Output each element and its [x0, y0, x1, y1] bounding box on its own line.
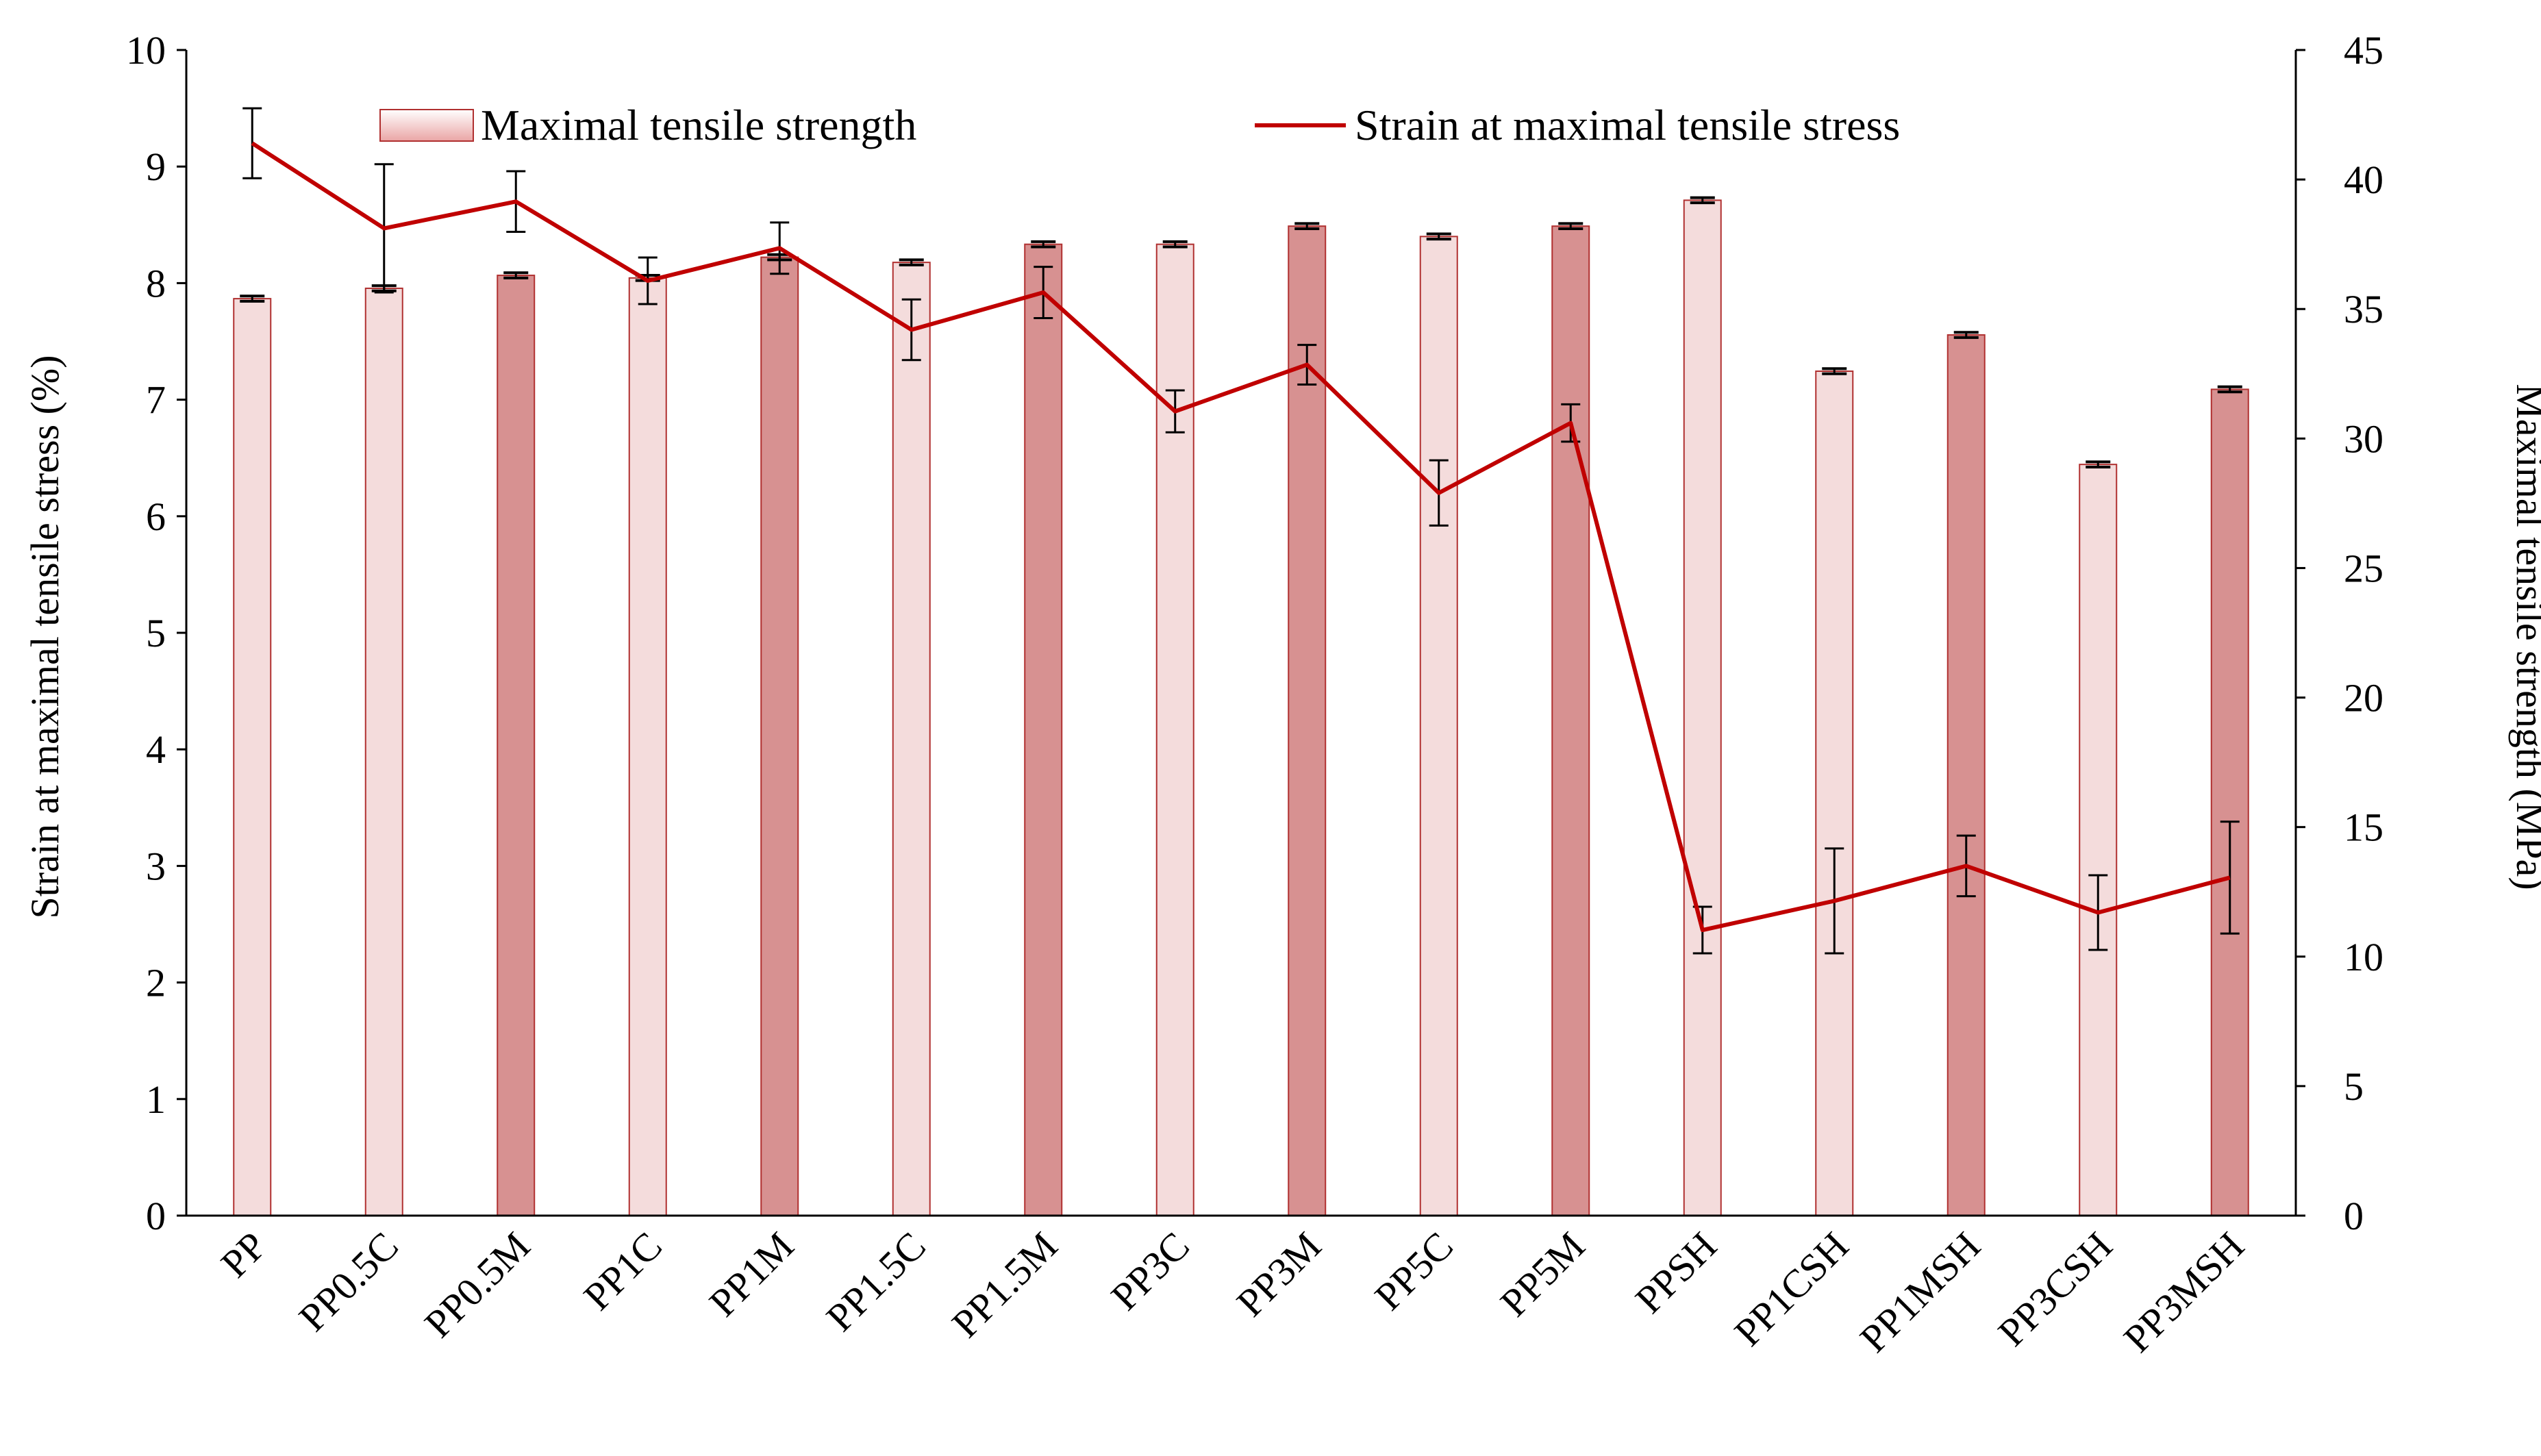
x-tick-label-PP1MSH: PP1MSH: [1851, 1223, 1989, 1361]
left-tick-label: 1: [146, 1077, 166, 1122]
x-tick-label-PP1.5C: PP1.5C: [818, 1223, 934, 1340]
x-axis-labels: PP PP0.5C PP0.5M PP1C PP1M PP1.5C PP1.5M PP3C PP…: [212, 1223, 2253, 1361]
right-tick-label: 45: [2344, 28, 2383, 73]
bar-PP3CSH: [2079, 464, 2118, 1217]
x-tick-label-PP3C: PP3C: [1102, 1223, 1197, 1318]
x-tick-label-PP5M: PP5M: [1492, 1223, 1594, 1325]
left-tick-label: 0: [146, 1194, 166, 1238]
right-axis-title: Maximal tensile strength (MPa): [2508, 384, 2541, 890]
legend-line-label: Strain at maximal tensile stress: [1355, 101, 1900, 149]
bar-PP1C: [628, 277, 667, 1216]
right-tick-label: 25: [2344, 546, 2383, 590]
right-tick-label: 15: [2344, 805, 2383, 850]
left-axis-title: Strain at maximal tensile stress (%): [23, 355, 67, 918]
bar-error-bars: [240, 196, 2242, 468]
left-tick-label: 6: [146, 494, 166, 539]
bar-PP0.5C: [364, 287, 403, 1216]
left-tick-label: 10: [126, 28, 166, 73]
x-tick-label-PP3CSH: PP3CSH: [1990, 1223, 2121, 1355]
left-tick-label: 3: [146, 844, 166, 888]
right-tick-label: 35: [2344, 287, 2383, 331]
x-tick-label-PP0.5C: PP0.5C: [290, 1223, 407, 1340]
x-tick-label-PP: PP: [212, 1223, 275, 1286]
bar-PP1.5C: [892, 262, 931, 1216]
bar-PP1MSH: [1947, 334, 1986, 1216]
bar-PP1.5M: [1024, 243, 1063, 1217]
x-tick-label-PPSH: PPSH: [1627, 1223, 1725, 1322]
x-tick-label-PP1.5M: PP1.5M: [943, 1223, 1066, 1346]
right-tick-label: 20: [2344, 676, 2383, 720]
right-tick-label: 5: [2344, 1064, 2364, 1109]
legend-bar-swatch: [379, 109, 474, 142]
x-tick-label-PP3MSH: PP3MSH: [2115, 1223, 2253, 1361]
left-tick-label: 8: [146, 261, 166, 305]
x-tick-label-PP1CSH: PP1CSH: [1726, 1223, 1857, 1355]
legend: Maximal tensile strength Strain at maxim…: [379, 101, 1900, 149]
right-tick-label: 30: [2344, 416, 2383, 461]
bar-series: [233, 199, 2249, 1217]
right-axis-ticks: 0 5 10 15 20 25 30 35 40 45: [2296, 28, 2383, 1238]
line-error-bars: [242, 107, 2240, 955]
left-axis-ticks: 0 1 2 3 4 5 6 7 8 9 10: [126, 28, 186, 1238]
x-tick-label-PP3M: PP3M: [1228, 1223, 1330, 1325]
right-tick-label: 0: [2344, 1194, 2364, 1238]
x-tick-label-PP5C: PP5C: [1366, 1223, 1461, 1318]
bar-PP1M: [760, 256, 799, 1217]
x-tick-label-PP0.5M: PP0.5M: [416, 1223, 538, 1346]
left-tick-label: 4: [146, 727, 166, 772]
right-tick-label: 10: [2344, 935, 2383, 979]
left-tick-label: 9: [146, 145, 166, 189]
x-tick-label-PP1C: PP1C: [575, 1223, 670, 1318]
bar-PP3M: [1288, 225, 1327, 1216]
bar-PP5M: [1551, 225, 1590, 1216]
left-tick-label: 7: [146, 378, 166, 423]
left-tick-label: 5: [146, 611, 166, 655]
strain-series-line: [251, 141, 2231, 933]
bar-PP: [233, 298, 272, 1216]
bar-PP5C: [1419, 236, 1458, 1217]
right-tick-label: 40: [2344, 158, 2383, 202]
bar-PP3MSH: [2210, 388, 2249, 1217]
legend-bar-label: Maximal tensile strength: [481, 101, 916, 149]
bar-PPSH: [1683, 199, 1722, 1216]
bar-PP1CSH: [1815, 370, 1854, 1216]
x-tick-label-PP1M: PP1M: [701, 1223, 803, 1325]
bar-PP0.5M: [497, 275, 536, 1216]
left-tick-label: 2: [146, 961, 166, 1005]
